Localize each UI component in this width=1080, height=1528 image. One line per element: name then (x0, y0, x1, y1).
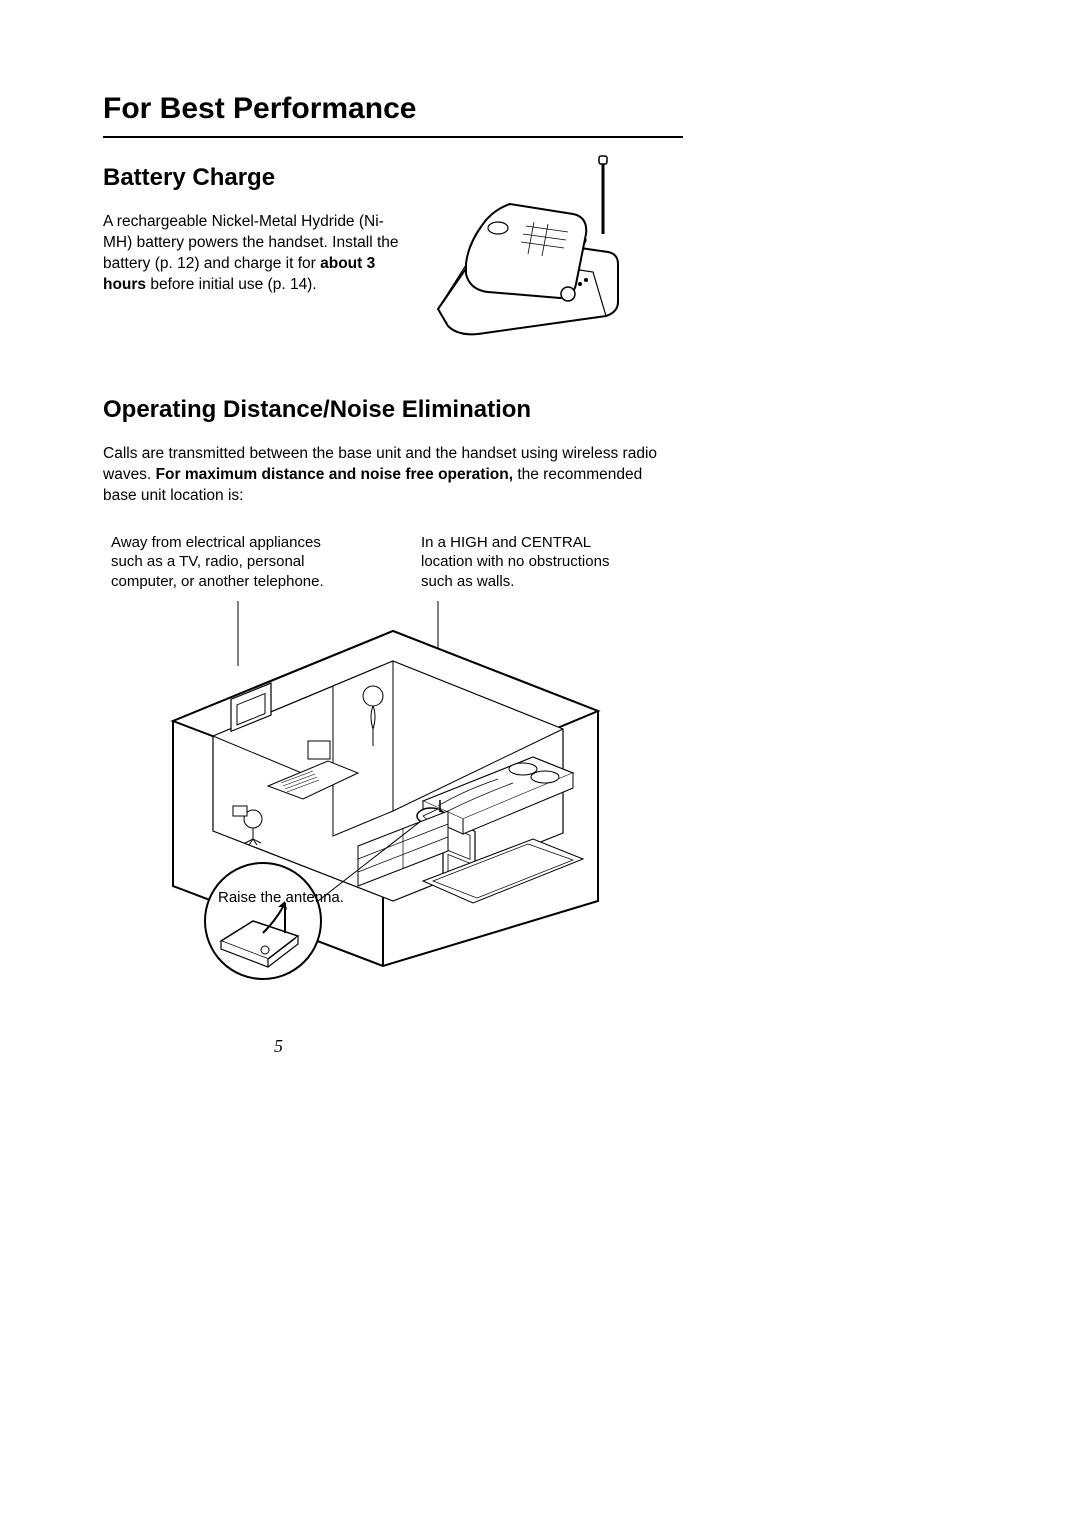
operating-section: Operating Distance/Noise Elimination Cal… (103, 396, 683, 981)
raise-antenna-text: Raise the antenna. (218, 889, 344, 906)
document-page: For Best Performance Battery Charge A re… (103, 92, 683, 981)
battery-section: Battery Charge A rechargeable Nickel-Met… (103, 164, 683, 364)
phone-base-illustration (418, 154, 648, 344)
raise-antenna-label: Raise the antenna. (218, 888, 344, 908)
battery-text: A rechargeable Nickel-Metal Hydride (Ni-… (103, 212, 408, 296)
house-diagram: Raise the antenna. (103, 601, 683, 981)
placement-right: In a HIGH and CENTRAL location with no o… (421, 533, 631, 592)
placement-left: Away from electrical appliances such as … (111, 533, 331, 592)
main-title: For Best Performance (103, 92, 683, 138)
operating-text: Calls are transmitted between the base u… (103, 444, 658, 507)
operating-heading: Operating Distance/Noise Elimination (103, 396, 683, 424)
battery-text-post: before initial use (p. 14). (146, 276, 317, 293)
house-diagram-svg (103, 601, 683, 981)
page-number: 5 (274, 1036, 283, 1057)
placement-callouts-row: Away from electrical appliances such as … (103, 533, 683, 592)
operating-text-bold: For maximum distance and noise free oper… (156, 466, 513, 483)
